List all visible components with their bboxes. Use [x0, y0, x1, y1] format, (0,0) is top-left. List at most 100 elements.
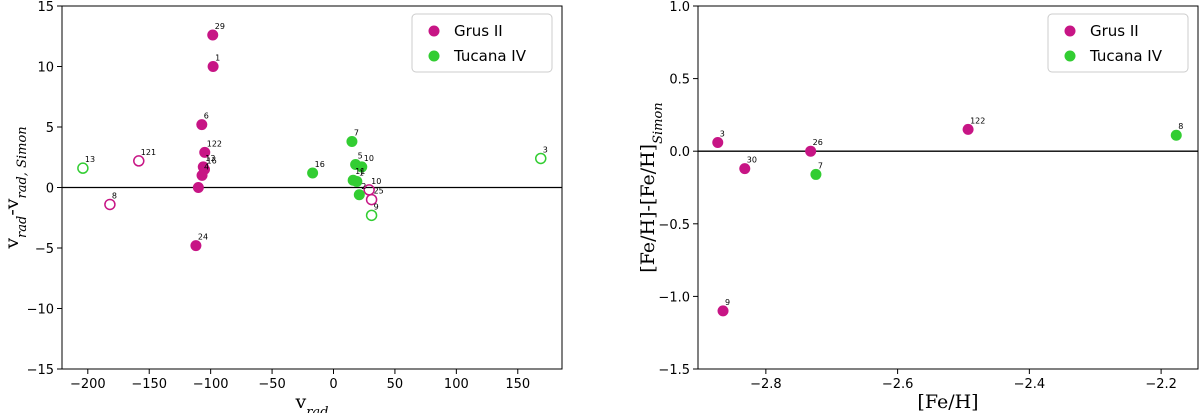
point — [356, 161, 368, 173]
x-tick-label: 0 — [329, 377, 337, 392]
legend-label: Tucana IV — [1089, 47, 1163, 65]
point-label: 9 — [725, 298, 730, 307]
point-label: 1 — [215, 54, 220, 63]
point-label: 5 — [358, 152, 363, 161]
point-label: 26 — [813, 138, 823, 147]
point — [712, 136, 724, 148]
point — [365, 209, 378, 222]
legend-box — [1047, 13, 1189, 73]
point — [307, 167, 319, 179]
x-tick-label: −100 — [193, 377, 229, 392]
axis-label-part: v — [294, 391, 306, 413]
point — [534, 152, 547, 165]
point-label: 122 — [207, 139, 222, 148]
x-axis-label: vrad — [294, 391, 328, 413]
point — [739, 163, 751, 175]
axis-label-part: -v — [1, 198, 23, 215]
plot-frame — [697, 5, 1199, 370]
point-label: 16 — [315, 160, 325, 169]
y-tick-label: 15 — [37, 0, 54, 15]
x-tick-label: 50 — [387, 377, 404, 392]
x-tick-label: 150 — [505, 377, 530, 392]
point-label: 25 — [374, 187, 384, 196]
y-tick-label: 0 — [46, 182, 54, 197]
legend-label: Tucana IV — [453, 47, 527, 65]
point — [363, 184, 375, 196]
point-label: 3 — [720, 129, 725, 138]
panel: −200 −150 −100 −50 0 50 100 150−15−10−5051015vr… — [1, 0, 563, 413]
legend-label: Grus II — [1090, 22, 1139, 40]
point — [346, 136, 358, 148]
point-label: 2 — [361, 182, 366, 191]
legend-label: Grus II — [454, 22, 503, 40]
y-tick-label: 0.0 — [669, 145, 690, 160]
point-label: 13 — [205, 154, 215, 163]
point-label: 11 — [355, 167, 365, 176]
axis-label-part: Simon — [651, 102, 666, 144]
point-label: 3 — [543, 145, 548, 154]
point — [717, 305, 729, 317]
point — [810, 168, 822, 180]
legend-marker — [428, 50, 440, 62]
x-tick-label: −2.4 — [1014, 377, 1046, 392]
point — [190, 240, 202, 252]
point — [192, 182, 204, 193]
legend-marker — [1064, 50, 1076, 62]
y-tick-label: 10 — [37, 61, 54, 76]
point — [207, 29, 219, 41]
y-tick-label: 1.0 — [669, 0, 690, 15]
panel: −2.8 −2.6 −2.4 −2.2 −1.5 −1.0 −0.5 0.0 0.5 1.0 [Fe… — [637, 0, 1199, 413]
axis-label-part: rad, Simon — [15, 126, 30, 198]
point — [353, 189, 365, 201]
y-tick-label: −1.0 — [658, 290, 690, 305]
point — [133, 155, 145, 167]
y-tick-label: −1.5 — [658, 363, 690, 378]
point-label: 4 — [204, 162, 209, 171]
y-tick-label: −0.5 — [658, 218, 690, 233]
point — [104, 198, 116, 211]
point — [207, 61, 219, 72]
point — [962, 123, 974, 135]
point-label: 9 — [374, 202, 379, 211]
x-axis-label: [Fe/H] — [917, 391, 978, 413]
point — [199, 146, 211, 158]
axis-label-part: rad — [15, 216, 30, 238]
point-label: 6 — [204, 112, 209, 121]
point — [77, 162, 89, 174]
x-tick-label: −2.8 — [750, 377, 782, 392]
legend-marker — [1064, 25, 1076, 37]
point-label: 13 — [85, 155, 95, 164]
point — [196, 169, 208, 181]
y-axis-label: [Fe/H]-[Fe/H]Simon — [637, 102, 666, 272]
x-tick-label: −200 — [70, 377, 106, 392]
point-label: 7 — [354, 129, 359, 138]
axis-label-part: [Fe/H]-[Fe/H] — [637, 144, 659, 273]
point-label: 1 — [359, 168, 364, 177]
point-label: 30 — [747, 156, 757, 165]
x-tick-label: −50 — [258, 377, 285, 392]
point — [196, 119, 208, 131]
x-tick-label: −2.6 — [882, 377, 914, 392]
axis-label-part: [Fe/H] — [917, 391, 978, 413]
point-label: 29 — [215, 22, 225, 31]
y-tick-label: 0.5 — [669, 73, 690, 88]
point — [805, 145, 817, 157]
y-tick-label: −15 — [27, 363, 54, 378]
point-label: 24 — [198, 233, 208, 242]
legend-box — [411, 13, 553, 73]
axis-label-part: rad — [306, 405, 328, 413]
point-label: 7 — [818, 161, 823, 170]
point — [351, 175, 363, 187]
point-label: 10 — [371, 177, 381, 186]
x-tick-label: −2.2 — [1145, 377, 1177, 392]
point-label: 122 — [970, 116, 985, 125]
x-tick-label: −150 — [131, 377, 167, 392]
y-tick-label: −5 — [35, 242, 54, 257]
axis-label-part: v — [1, 238, 23, 250]
y-axis-label: vrad-vrad, Simon — [1, 126, 30, 249]
legend-marker — [428, 25, 440, 37]
plot-frame — [61, 5, 563, 370]
y-tick-label: −10 — [27, 303, 54, 318]
